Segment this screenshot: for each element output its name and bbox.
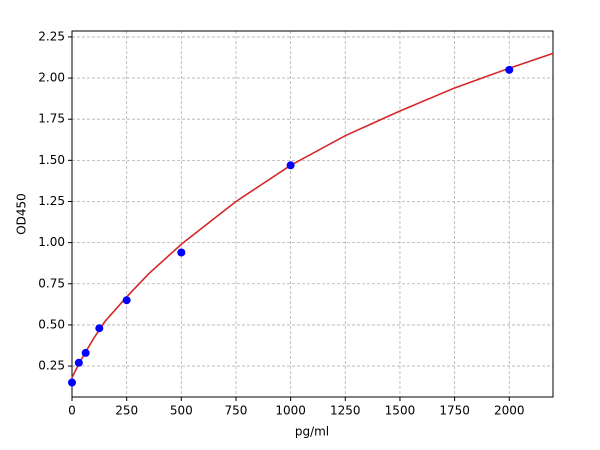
data-point: [177, 248, 186, 257]
x-tick-label: 250: [115, 404, 138, 418]
data-point: [68, 378, 76, 387]
y-tick-label: 0.50: [38, 317, 65, 331]
y-tick-label: 1.25: [38, 194, 65, 208]
y-axis-label: OD450: [15, 193, 29, 235]
x-tick-label: 2000: [494, 404, 525, 418]
x-tick-label: 0: [68, 404, 76, 418]
y-tick-label: 2.25: [38, 29, 65, 43]
plot-frame: [71, 30, 554, 398]
y-tick-label: 1.75: [38, 112, 65, 126]
x-tick-label: 750: [225, 404, 248, 418]
data-point: [81, 348, 90, 357]
y-tick-label: 1.50: [38, 153, 65, 167]
fit-curve: [71, 52, 554, 378]
data-point: [122, 296, 131, 305]
x-tick-label: 1750: [439, 404, 470, 418]
data-point: [286, 161, 295, 170]
data-point: [74, 358, 83, 367]
y-tick-label: 0.75: [38, 276, 65, 290]
x-tick-label: 1500: [385, 404, 416, 418]
x-tick-label: 1000: [275, 404, 306, 418]
y-tick-label: 1.00: [38, 235, 65, 249]
data-point: [505, 65, 514, 74]
x-axis-label: pg/ml: [295, 425, 329, 439]
x-tick-label: 500: [170, 404, 193, 418]
y-tick-label: 2.00: [38, 71, 65, 85]
data-point: [95, 324, 104, 333]
x-tick-label: 1250: [330, 404, 361, 418]
y-tick-label: 0.25: [38, 359, 65, 373]
